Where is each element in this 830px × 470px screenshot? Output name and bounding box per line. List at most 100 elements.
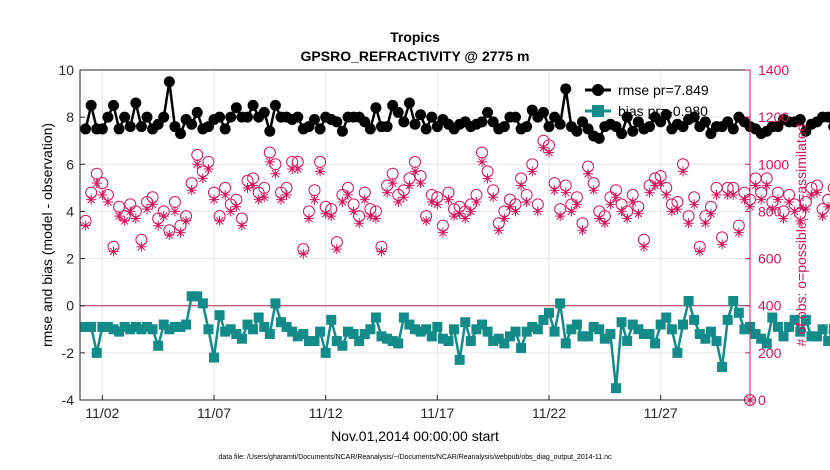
bias-point	[717, 362, 728, 372]
obs-assimilated-point	[616, 206, 627, 217]
bias-point	[236, 333, 247, 344]
legend-rmse-label: rmse pr=7.849	[618, 82, 709, 98]
obs-assimilated-point	[471, 197, 482, 207]
bias-point	[516, 343, 527, 354]
y-right-tick-label: 1200	[758, 109, 789, 125]
y-right-axis-ticks: 0 200 400 600 800 1000 1200 1400	[745, 62, 789, 408]
bias-point	[192, 291, 203, 302]
y-left-tick-label: -2	[62, 345, 75, 361]
obs-assimilated-point	[789, 206, 800, 217]
rmse-point	[191, 106, 203, 118]
obs-assimilated-point	[544, 147, 554, 158]
obs-assimilated-point	[566, 206, 577, 217]
bias-point	[91, 347, 102, 358]
y-right-tick-label: 400	[758, 298, 782, 314]
data-file-footnote: data file: /Users/gharamti/Documents/NCA…	[218, 454, 612, 461]
obs-assimilated-point	[583, 168, 594, 179]
bias-point	[655, 319, 666, 330]
bias-point	[538, 314, 549, 325]
rmse-point	[543, 121, 555, 133]
bias-point	[125, 324, 136, 335]
bias-point	[605, 329, 616, 339]
bias-point	[828, 324, 830, 335]
bias-point	[348, 329, 359, 339]
rmse-point	[420, 123, 432, 135]
obs-assimilated-point	[689, 199, 700, 210]
bias-point	[817, 324, 828, 335]
obs-assimilated-point	[264, 156, 275, 167]
bias-point	[175, 321, 186, 332]
obs-assimilated-point	[532, 206, 543, 217]
bias-point	[153, 340, 164, 351]
obs-assimilated-point	[800, 204, 811, 215]
x-tick-label: 11/02	[85, 405, 119, 421]
obs-assimilated-point	[102, 197, 113, 207]
bias-point	[544, 307, 554, 318]
bias-point	[471, 324, 482, 335]
rmse-point	[616, 128, 628, 140]
obs-assimilated-point	[86, 194, 97, 205]
obs-assimilated-point	[108, 246, 119, 257]
bias-point	[638, 329, 649, 339]
obs-assimilated-point	[488, 192, 499, 203]
bias-point	[488, 336, 499, 347]
bias-point	[421, 324, 432, 335]
obs-assimilated-point	[415, 178, 426, 189]
bias-point	[130, 321, 141, 332]
bias-point	[264, 329, 275, 339]
chart-title: Tropics	[390, 29, 440, 45]
bias-point	[415, 326, 426, 337]
x-tick-label: 11/27	[644, 405, 678, 421]
obs-assimilated-point	[772, 194, 783, 205]
obs-assimilated-point	[298, 248, 309, 259]
obs-assimilated-point	[683, 218, 694, 229]
rmse-point	[214, 111, 226, 123]
obs-assimilated-point	[739, 194, 750, 205]
bias-point	[142, 321, 152, 332]
obs-assimilated-point	[432, 199, 443, 210]
rmse-point	[392, 106, 404, 118]
bias-point	[292, 331, 303, 342]
rmse-point	[688, 111, 700, 123]
obs-assimilated-point	[186, 185, 197, 196]
bias-point	[97, 321, 108, 332]
obs-assimilated-point	[236, 220, 247, 231]
obs-assimilated-point	[426, 197, 437, 207]
rmse-point	[219, 123, 231, 135]
obs-assimilated-point	[728, 189, 739, 200]
bias-point	[270, 298, 281, 309]
obs-assimilated-point	[365, 211, 376, 222]
y-left-tick-label: 2	[66, 251, 74, 267]
bias-point	[287, 326, 298, 337]
y-right-tick-label: 200	[758, 345, 782, 361]
obs-assimilated-point	[650, 180, 661, 191]
rmse-point	[398, 116, 410, 128]
bias-point	[700, 333, 711, 344]
legend: rmse pr=7.849 bias pr=-0.980	[585, 82, 709, 119]
bias-point	[460, 317, 471, 328]
obs-assimilated-point	[599, 218, 610, 229]
obs-assimilated-point	[705, 208, 716, 219]
rmse-point	[258, 106, 270, 118]
obs-assimilated-point	[393, 197, 404, 207]
bias-point	[119, 321, 130, 332]
rmse-point	[794, 114, 806, 125]
rmse-point	[627, 125, 639, 137]
rmse-point	[314, 123, 326, 135]
obs-assimilated-point	[181, 215, 192, 226]
obs-assimilated-point	[97, 189, 108, 200]
rmse-point	[426, 111, 438, 123]
rmse-point	[621, 111, 633, 123]
bias-point	[225, 324, 236, 335]
obs-assimilated-point	[560, 187, 571, 198]
obs-assimilated-point	[622, 213, 633, 224]
obs-assimilated-point	[672, 204, 683, 215]
obs-assimilated-point	[192, 159, 203, 170]
obs-assimilated-point	[784, 197, 795, 207]
series-asterisk	[80, 142, 830, 259]
obs-assimilated-point	[437, 227, 448, 238]
obs-assimilated-point	[477, 156, 487, 167]
obs-assimilated-point	[169, 206, 180, 217]
y-left-tick-label: 8	[66, 109, 74, 125]
